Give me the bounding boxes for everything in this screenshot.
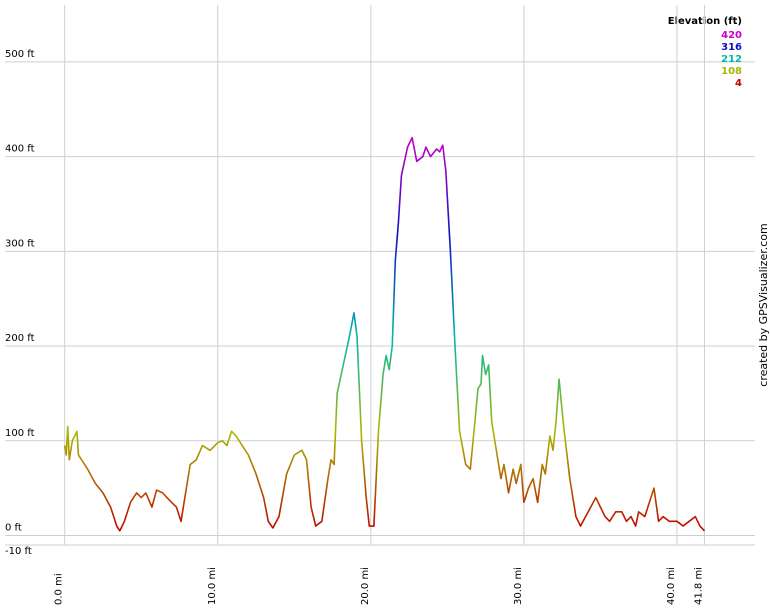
x-tick-label: 20.0 mi [360, 567, 371, 605]
legend-value: 108 [721, 66, 742, 77]
y-tick-label: 400 ft [5, 144, 35, 155]
legend-value: 316 [721, 42, 742, 53]
y-tick-label: 200 ft [5, 333, 35, 344]
x-tick-label: 0.0 mi [54, 573, 65, 605]
x-tick-label: 10.0 mi [207, 567, 218, 605]
y-tick-label: -10 ft [5, 546, 32, 557]
y-tick-label: 100 ft [5, 428, 35, 439]
x-tick-label: 30.0 mi [513, 567, 524, 605]
x-tick-label: 41.8 mi [693, 567, 704, 605]
legend-value: 420 [721, 30, 742, 41]
legend-value: 4 [735, 78, 742, 89]
y-tick-label: 500 ft [5, 49, 35, 60]
y-tick-label: 300 ft [5, 238, 35, 249]
legend-value: 212 [721, 54, 742, 65]
credit: created by GPSVisualizer.com [757, 223, 770, 386]
x-tick-label: 40.0 mi [666, 567, 677, 605]
y-tick-label: 0 ft [5, 523, 22, 534]
elevation-line [63, 136, 706, 532]
